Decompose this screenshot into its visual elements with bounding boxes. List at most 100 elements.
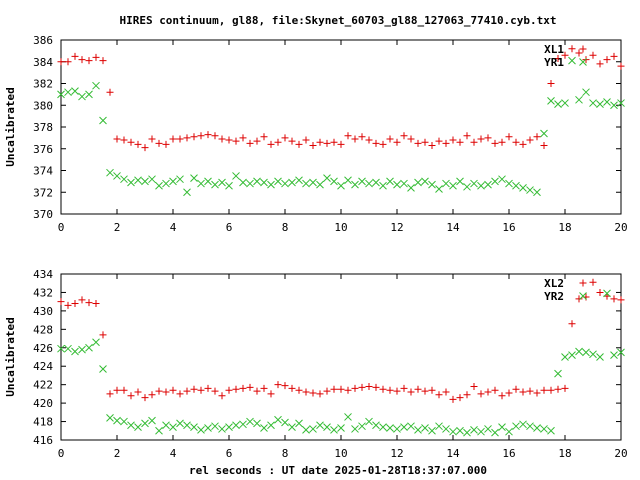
- data-point: [309, 389, 317, 397]
- data-point: [484, 134, 492, 142]
- data-point: [197, 179, 205, 188]
- data-point: [428, 426, 436, 435]
- y-tick-label: 420: [33, 397, 53, 410]
- data-point: [533, 389, 541, 397]
- data-point: [463, 428, 471, 437]
- data-point: [526, 186, 534, 194]
- data-point: [491, 428, 499, 437]
- x-tick-label: 16: [502, 447, 515, 460]
- data-point: [589, 350, 597, 359]
- data-point: [288, 384, 296, 392]
- data-point: [120, 386, 128, 394]
- y-tick-label: 384: [33, 56, 53, 69]
- data-point: [239, 420, 247, 429]
- data-point: [561, 353, 569, 361]
- data-point: [337, 140, 345, 148]
- x-tick-label: 12: [390, 221, 403, 234]
- data-point: [449, 427, 457, 436]
- data-point: [428, 180, 436, 189]
- data-point: [288, 137, 296, 145]
- data-point: [386, 386, 394, 394]
- data-point: [351, 135, 359, 143]
- data-point: [85, 343, 93, 352]
- data-point: [295, 176, 303, 185]
- data-point: [253, 387, 261, 395]
- x-tick-label: 2: [114, 221, 121, 234]
- data-point: [162, 140, 170, 148]
- data-point: [596, 100, 604, 109]
- data-point: [295, 419, 303, 428]
- data-point: [323, 387, 331, 395]
- data-point: [197, 386, 205, 394]
- data-point: [211, 132, 219, 140]
- y-tick-label: 370: [33, 208, 53, 221]
- data-point: [253, 177, 261, 186]
- legend-marker: [579, 279, 587, 287]
- data-point: [225, 423, 233, 431]
- legend-label: XL2: [544, 277, 564, 290]
- data-point: [211, 387, 219, 395]
- data-point: [365, 383, 373, 391]
- data-point: [372, 421, 380, 430]
- data-point: [512, 385, 520, 393]
- data-point: [568, 320, 576, 328]
- data-point: [372, 383, 380, 391]
- data-point: [176, 135, 184, 143]
- data-point: [456, 426, 464, 435]
- x-tick-label: 6: [226, 221, 233, 234]
- data-point: [610, 351, 618, 360]
- data-point: [540, 386, 548, 394]
- data-point: [589, 278, 597, 286]
- data-point: [505, 427, 513, 436]
- data-point: [85, 299, 93, 307]
- data-point: [575, 49, 583, 57]
- data-point: [330, 426, 338, 434]
- data-point: [379, 140, 387, 148]
- data-point: [428, 386, 436, 394]
- data-point: [554, 385, 562, 393]
- data-point: [330, 385, 338, 393]
- data-point: [176, 419, 184, 428]
- data-point: [323, 423, 331, 431]
- data-point: [113, 135, 121, 143]
- data-point: [554, 100, 562, 109]
- data-point: [400, 132, 408, 140]
- data-point: [491, 386, 499, 394]
- data-point: [288, 178, 296, 187]
- data-point: [232, 385, 240, 393]
- data-point: [435, 185, 443, 193]
- x-tick-label: 12: [390, 447, 403, 460]
- data-point: [295, 386, 303, 394]
- data-point: [596, 288, 604, 296]
- data-point: [239, 384, 247, 392]
- data-point: [344, 413, 352, 421]
- data-point: [78, 296, 86, 304]
- data-point: [351, 180, 359, 189]
- data-point: [400, 179, 408, 188]
- data-point: [484, 425, 492, 433]
- data-point: [134, 388, 142, 396]
- data-point: [218, 178, 226, 187]
- data-point: [610, 52, 618, 60]
- data-point: [470, 138, 478, 146]
- data-point: [421, 424, 429, 432]
- data-point: [519, 140, 527, 148]
- data-point: [120, 136, 128, 144]
- data-point: [127, 178, 135, 187]
- data-point: [589, 99, 597, 107]
- data-point: [246, 417, 254, 426]
- data-point: [512, 181, 520, 190]
- data-point: [302, 136, 310, 144]
- y-tick-label: 424: [33, 360, 53, 373]
- y-tick-label: 416: [33, 434, 53, 447]
- data-point: [561, 99, 569, 107]
- data-point: [568, 351, 576, 360]
- data-point: [526, 422, 534, 431]
- data-point: [498, 175, 506, 184]
- data-point: [505, 389, 513, 397]
- data-point: [78, 345, 86, 354]
- legend-label: YR2: [544, 290, 564, 303]
- data-point: [260, 178, 268, 187]
- data-point: [78, 56, 86, 64]
- data-point: [442, 425, 450, 433]
